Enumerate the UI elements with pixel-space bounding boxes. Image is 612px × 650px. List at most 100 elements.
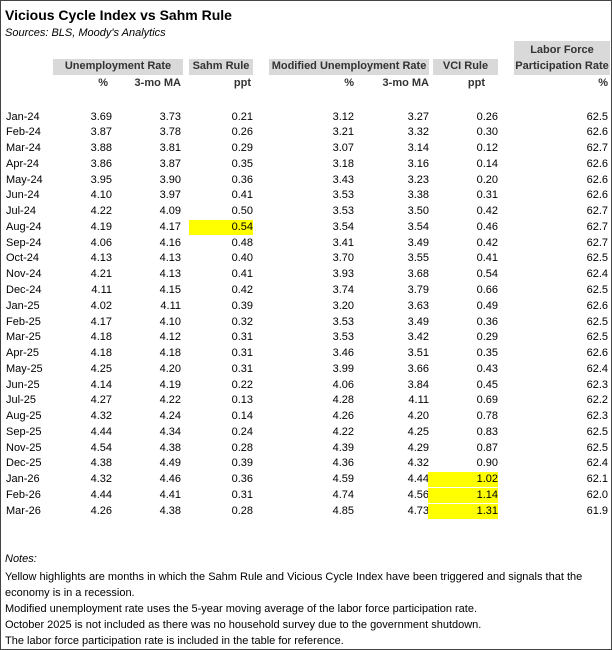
table-cell: 0.31 xyxy=(231,488,253,501)
title: Vicious Cycle Index vs Sahm Rule xyxy=(5,7,232,23)
month-label: Jan-24 xyxy=(6,110,40,123)
table-cell: 4.26 xyxy=(90,504,112,517)
table-cell: 3.87 xyxy=(159,157,181,170)
sources: Sources: BLS, Moody's Analytics xyxy=(5,27,166,39)
table-cell: 3.54 xyxy=(332,220,354,233)
table-cell: 62.7 xyxy=(586,236,608,249)
table-cell: 3.46 xyxy=(332,347,354,360)
table-cell: 0.42 xyxy=(476,236,498,249)
table-cell: 3.54 xyxy=(407,220,429,233)
table-cell: 4.13 xyxy=(159,268,181,281)
table-cell: 62.6 xyxy=(586,299,608,312)
table-cell: 3.99 xyxy=(332,362,354,375)
table-cell: 4.16 xyxy=(159,236,181,249)
table-cell: 4.39 xyxy=(332,441,354,454)
table-cell: 3.51 xyxy=(407,347,429,360)
table-cell: 4.12 xyxy=(159,331,181,344)
table-cell: 0.83 xyxy=(476,425,498,438)
table-cell: 62.7 xyxy=(586,220,608,233)
table-cell: 3.07 xyxy=(332,142,354,155)
note-line: October 2025 is not included as there wa… xyxy=(5,619,482,631)
table-cell: 4.38 xyxy=(90,457,112,470)
table-cell: 0.48 xyxy=(231,236,253,249)
month-label: Sep-24 xyxy=(6,236,42,249)
table-cell: 0.36 xyxy=(231,473,253,486)
table-cell: 4.28 xyxy=(332,394,354,407)
table-cell: 1.31 xyxy=(428,503,498,519)
table-cell: 4.59 xyxy=(332,473,354,486)
month-label: Jul-24 xyxy=(6,205,36,218)
table-cell: 4.38 xyxy=(159,441,181,454)
table-cell: 0.42 xyxy=(231,283,253,296)
table-cell: 0.54 xyxy=(476,268,498,281)
table-cell: 4.32 xyxy=(407,457,429,470)
table-cell: 4.10 xyxy=(90,189,112,202)
month-label: Dec-24 xyxy=(6,283,42,296)
table-cell: 62.6 xyxy=(586,189,608,202)
table-cell: 4.54 xyxy=(90,441,112,454)
table-cell: 3.68 xyxy=(407,268,429,281)
table-cell: 3.53 xyxy=(332,315,354,328)
table-cell: 0.39 xyxy=(231,299,253,312)
table-cell: 3.74 xyxy=(332,283,354,296)
table-cell: 3.70 xyxy=(332,252,354,265)
month-label: Mar-24 xyxy=(6,142,41,155)
table-cell: 3.49 xyxy=(407,315,429,328)
table-cell: 3.16 xyxy=(407,157,429,170)
table-cell: 0.41 xyxy=(231,189,253,202)
table-cell: 3.88 xyxy=(90,142,112,155)
table-cell: 4.17 xyxy=(159,220,181,233)
month-label: Nov-25 xyxy=(6,441,42,454)
note-line: Yellow highlights are months in which th… xyxy=(5,571,583,599)
table-cell: 0.31 xyxy=(476,189,498,202)
table-cell: 3.53 xyxy=(332,205,354,218)
month-label: Feb-26 xyxy=(6,488,41,501)
month-label: Aug-24 xyxy=(6,220,42,233)
table-cell: 0.36 xyxy=(476,315,498,328)
table-cell: 3.84 xyxy=(407,378,429,391)
table-cell: 4.25 xyxy=(90,362,112,375)
month-label: Aug-25 xyxy=(6,410,42,423)
table-cell: 62.0 xyxy=(586,488,608,501)
note-line: Modified unemployment rate uses the 5-ye… xyxy=(5,603,478,615)
table-cell: 3.87 xyxy=(90,126,112,139)
table-cell: 3.95 xyxy=(90,173,112,186)
column-subheader: % xyxy=(344,77,354,89)
table-cell: 4.20 xyxy=(407,410,429,423)
table-cell: 4.19 xyxy=(159,378,181,391)
group-header: Labor Force Participation Rate xyxy=(514,41,610,75)
table-cell: 4.22 xyxy=(90,205,112,218)
table-cell: 0.41 xyxy=(476,252,498,265)
table-cell: 0.26 xyxy=(476,110,498,123)
group-header: Modified Unemployment Rate xyxy=(269,59,429,75)
table-cell: 4.20 xyxy=(159,362,181,375)
table-cell: 0.49 xyxy=(476,299,498,312)
table-cell: 3.78 xyxy=(159,126,181,139)
table-cell: 4.41 xyxy=(159,488,181,501)
table-cell: 4.18 xyxy=(90,331,112,344)
table-cell: 0.50 xyxy=(231,205,253,218)
table-cell: 3.21 xyxy=(332,126,354,139)
table-cell: 1.14 xyxy=(428,487,498,503)
table-cell: 4.74 xyxy=(332,488,354,501)
table-cell: 0.12 xyxy=(476,142,498,155)
table-cell: 4.44 xyxy=(90,425,112,438)
table-cell: 0.69 xyxy=(476,394,498,407)
table-cell: 4.34 xyxy=(159,425,181,438)
table-cell: 0.24 xyxy=(231,425,253,438)
table-cell: 3.86 xyxy=(90,157,112,170)
table-cell: 1.02 xyxy=(428,472,498,488)
table-cell: 4.32 xyxy=(90,410,112,423)
table-cell: 3.27 xyxy=(407,110,429,123)
table-cell: 4.19 xyxy=(90,220,112,233)
table-cell: 62.5 xyxy=(586,425,608,438)
table-cell: 62.2 xyxy=(586,394,608,407)
table-cell: 62.6 xyxy=(586,157,608,170)
table-cell: 3.97 xyxy=(159,189,181,202)
table-cell: 3.14 xyxy=(407,142,429,155)
table-cell: 0.20 xyxy=(476,173,498,186)
table-cell: 0.13 xyxy=(231,394,253,407)
table-cell: 62.5 xyxy=(586,441,608,454)
table-cell: 3.49 xyxy=(407,236,429,249)
